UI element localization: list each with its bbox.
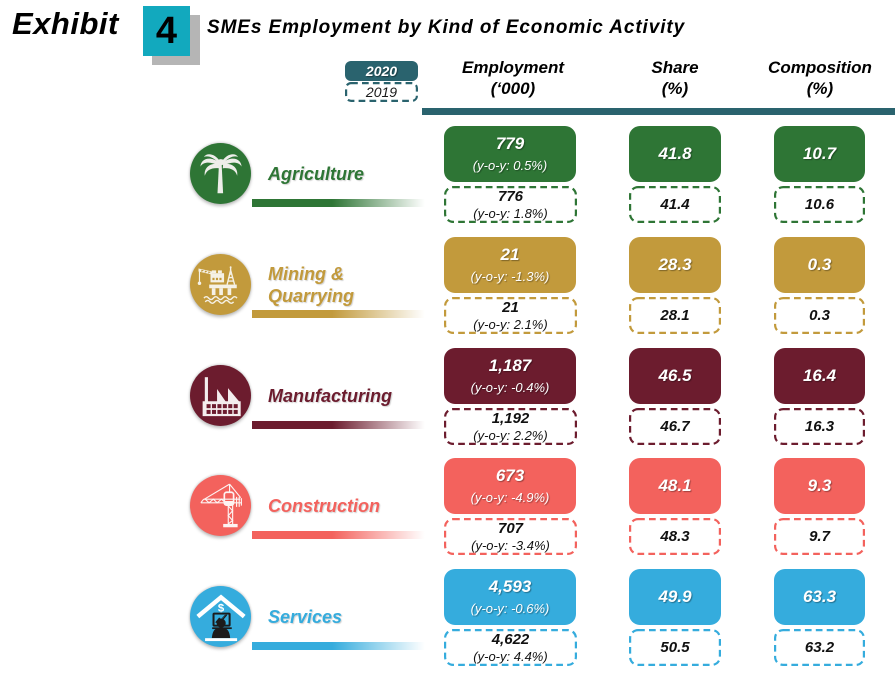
agriculture-composition-2019: 10.6 (774, 186, 866, 223)
row-underline-manufacturing (252, 421, 430, 429)
row-construction: Construction 673 (y-o-y: -4.9%) 707 (y-o… (0, 458, 895, 556)
column-header-share: Share (%) (651, 58, 699, 98)
agriculture-employment-2019: 776 (y-o-y: 1.8%) (444, 186, 578, 223)
construction-share-2019: 48.3 (629, 518, 722, 555)
column-header-composition: Composition (%) (768, 58, 872, 98)
construction-icon-circle (190, 475, 251, 536)
mining-composition-2020: 0.3 (774, 237, 865, 293)
legend-year-2019: 2019 (345, 82, 419, 105)
agriculture-share-2020: 41.8 (629, 126, 721, 182)
agriculture-share-2019: 41.4 (629, 186, 722, 223)
row-agriculture: Agriculture 779 (y-o-y: 0.5%) 776 (y-o-y… (0, 126, 895, 224)
manufacturing-share-2020: 46.5 (629, 348, 721, 404)
row-underline-services (252, 642, 430, 650)
manufacturing-icon-circle (190, 365, 251, 426)
page-title: SMEs Employment by Kind of Economic Acti… (207, 17, 686, 38)
services-icon-circle: $ (190, 586, 251, 647)
row-label-services: Services (268, 606, 343, 627)
construction-employment-2019: 707 (y-o-y: -3.4%) (444, 518, 578, 555)
oil-rig-icon (197, 265, 238, 304)
agriculture-icon-circle (190, 143, 251, 204)
header-divider (422, 108, 895, 115)
row-label-mining: Mining & Quarrying (268, 263, 355, 306)
exhibit-number: 4 (155, 10, 178, 52)
row-label-agriculture: Agriculture (268, 163, 365, 184)
svg-text:$: $ (217, 602, 224, 614)
palm-tree-icon (199, 153, 242, 193)
mining-employment-2020: 21 (y-o-y: -1.3%) (444, 237, 576, 293)
construction-composition-2020: 9.3 (774, 458, 865, 514)
services-share-2019: 50.5 (629, 629, 722, 666)
row-label-construction: Construction (268, 495, 380, 516)
dashed-border (345, 82, 419, 105)
row-underline-mining (252, 310, 430, 318)
services-composition-2020: 63.3 (774, 569, 865, 625)
manufacturing-employment-2020: 1,187 (y-o-y: -0.4%) (444, 348, 576, 404)
exhibit-number-badge: 4 (143, 6, 190, 56)
manufacturing-composition-2019: 16.3 (774, 408, 866, 445)
manufacturing-employment-2019: 1,192 (y-o-y: 2.2%) (444, 408, 578, 445)
agriculture-composition-2020: 10.7 (774, 126, 865, 182)
legend-year-2020: 2020 (345, 61, 418, 81)
construction-share-2020: 48.1 (629, 458, 721, 514)
factory-icon (202, 376, 241, 416)
services-composition-2019: 63.2 (774, 629, 866, 666)
tower-crane-icon (199, 483, 242, 527)
row-label-manufacturing: Manufacturing (268, 385, 392, 406)
mining-employment-2019: 21 (y-o-y: 2.1%) (444, 297, 578, 334)
mining-icon-circle (190, 254, 251, 315)
row-underline-construction (252, 531, 430, 539)
services-share-2020: 49.9 (629, 569, 721, 625)
manufacturing-composition-2020: 16.4 (774, 348, 865, 404)
agriculture-employment-2020: 779 (y-o-y: 0.5%) (444, 126, 576, 182)
exhibit-label: Exhibit (12, 6, 119, 41)
row-underline-agriculture (252, 199, 430, 207)
construction-employment-2020: 673 (y-o-y: -4.9%) (444, 458, 576, 514)
mining-composition-2019: 0.3 (774, 297, 866, 334)
manufacturing-share-2019: 46.7 (629, 408, 722, 445)
mining-share-2020: 28.3 (629, 237, 721, 293)
row-mining: Mining & Quarrying 21 (y-o-y: -1.3%) 21 … (0, 237, 895, 335)
services-icon: $ (195, 593, 246, 641)
construction-composition-2019: 9.7 (774, 518, 866, 555)
column-header-employment: Employment (‘000) (461, 58, 565, 98)
row-services: $ Services 4,593 (y-o-y: -0.6%) 4,622 (y… (0, 569, 895, 667)
row-manufacturing: Manufacturing 1,187 (y-o-y: -0.4%) 1,192… (0, 348, 895, 446)
mining-share-2019: 28.1 (629, 297, 722, 334)
services-employment-2019: 4,622 (y-o-y: 4.4%) (444, 629, 578, 666)
services-employment-2020: 4,593 (y-o-y: -0.6%) (444, 569, 576, 625)
